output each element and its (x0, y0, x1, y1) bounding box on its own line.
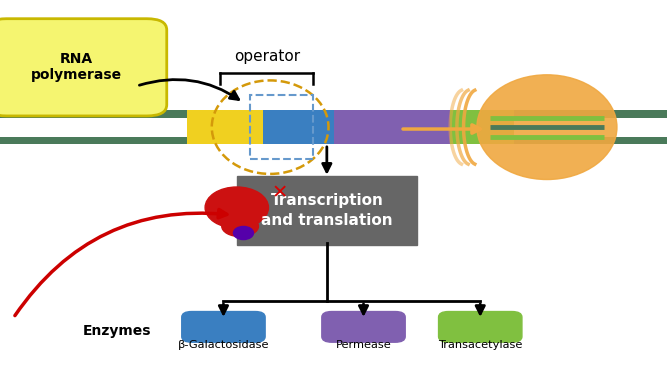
Text: ✕: ✕ (272, 183, 288, 202)
Bar (0, 110, 667, 118)
FancyBboxPatch shape (0, 19, 167, 116)
Bar (187, 110, 263, 144)
Ellipse shape (233, 227, 253, 240)
FancyBboxPatch shape (322, 312, 406, 342)
Ellipse shape (477, 75, 617, 180)
FancyBboxPatch shape (439, 312, 522, 342)
Ellipse shape (205, 187, 268, 228)
Bar (450, 110, 514, 144)
Ellipse shape (221, 216, 258, 236)
Text: Enzymes: Enzymes (83, 324, 151, 338)
Text: Permease: Permease (336, 340, 392, 350)
Text: operator: operator (233, 49, 300, 64)
Text: Transacetylase: Transacetylase (438, 340, 522, 350)
FancyBboxPatch shape (181, 312, 265, 342)
Text: RNA
polymerase: RNA polymerase (31, 52, 122, 82)
FancyBboxPatch shape (237, 176, 417, 245)
Bar (334, 110, 450, 144)
Text: Transcription
and translation: Transcription and translation (261, 193, 393, 228)
Bar (263, 110, 334, 144)
Bar (0, 137, 667, 144)
Text: β-Galactosidase: β-Galactosidase (177, 340, 269, 350)
